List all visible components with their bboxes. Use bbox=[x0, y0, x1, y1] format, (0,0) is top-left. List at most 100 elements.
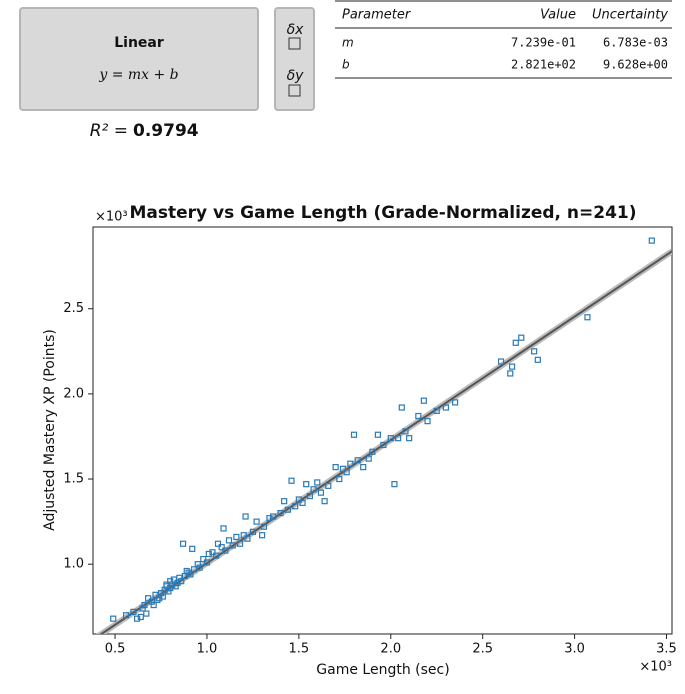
data-point bbox=[531, 348, 538, 355]
data-point bbox=[203, 559, 211, 566]
x-tick-label: 1.5 bbox=[289, 642, 310, 657]
data-point bbox=[141, 601, 148, 609]
data-point bbox=[534, 356, 541, 363]
data-point bbox=[143, 610, 150, 617]
data-point bbox=[260, 523, 268, 530]
x-tick-label: 1.0 bbox=[197, 642, 218, 657]
data-point bbox=[134, 615, 141, 622]
table-cell: 2.821e+02 bbox=[511, 58, 576, 72]
data-point bbox=[222, 547, 229, 554]
data-point bbox=[299, 499, 306, 506]
data-point bbox=[220, 525, 227, 532]
data-point bbox=[266, 515, 273, 522]
chart-title: Mastery vs Game Length (Grade-Normalized… bbox=[129, 203, 636, 223]
data-point bbox=[196, 564, 203, 571]
x-tick-label: 2.0 bbox=[380, 642, 401, 657]
data-point bbox=[209, 549, 216, 556]
y-tick-label: 2.5 bbox=[63, 301, 84, 316]
data-point bbox=[387, 435, 394, 442]
data-point bbox=[369, 448, 376, 455]
data-point bbox=[205, 550, 212, 558]
table-cell: 7.239e-01 bbox=[511, 36, 576, 50]
x-tick-label: 2.5 bbox=[472, 642, 493, 657]
data-point bbox=[150, 601, 157, 609]
data-point bbox=[512, 339, 519, 346]
data-point bbox=[332, 464, 339, 471]
data-point bbox=[253, 518, 260, 525]
data-point bbox=[122, 612, 130, 619]
data-point bbox=[179, 540, 187, 547]
data-point bbox=[130, 608, 137, 615]
data-point bbox=[233, 533, 240, 541]
data-point bbox=[154, 596, 161, 604]
data-point bbox=[281, 498, 288, 505]
data-point bbox=[242, 513, 249, 520]
data-point bbox=[402, 428, 409, 435]
data-point bbox=[185, 569, 192, 576]
data-point bbox=[229, 542, 236, 549]
data-point bbox=[406, 435, 413, 442]
table-cell: 9.628e+00 bbox=[603, 58, 668, 72]
y-tick-label: 1.5 bbox=[63, 472, 84, 487]
data-point bbox=[314, 479, 321, 486]
model-name: Linear bbox=[114, 35, 164, 51]
plot-area bbox=[95, 237, 672, 634]
data-point bbox=[159, 593, 166, 600]
checkbox[interactable] bbox=[288, 37, 301, 50]
data-point bbox=[360, 464, 367, 471]
x-tick-label: 3.5 bbox=[656, 642, 677, 657]
checkbox[interactable] bbox=[288, 84, 301, 97]
data-point bbox=[240, 532, 247, 539]
data-point bbox=[354, 457, 361, 464]
data-point bbox=[183, 567, 190, 575]
model-formula: y = mx + b bbox=[98, 67, 178, 83]
parameter-table: Parameter Value Uncertainty m 7.239e-01 6.783… bbox=[342, 8, 668, 72]
table-header: Uncertainty bbox=[592, 8, 668, 23]
data-point bbox=[145, 595, 152, 602]
data-point bbox=[395, 435, 402, 442]
data-point bbox=[306, 492, 313, 500]
data-point bbox=[137, 613, 144, 621]
data-point bbox=[139, 605, 146, 612]
y-axis-label: Adjusted Mastery XP (Points) bbox=[42, 329, 58, 531]
data-point bbox=[325, 482, 332, 489]
data-point bbox=[187, 571, 194, 578]
data-point bbox=[178, 578, 185, 585]
data-point bbox=[303, 481, 310, 488]
data-point bbox=[200, 555, 207, 563]
data-point bbox=[317, 489, 325, 496]
data-point bbox=[365, 455, 372, 462]
data-point bbox=[157, 590, 165, 597]
data-point bbox=[244, 535, 251, 542]
data-point bbox=[172, 583, 179, 590]
table-header: Parameter bbox=[342, 8, 412, 23]
data-point bbox=[292, 503, 299, 510]
data-point bbox=[249, 528, 257, 535]
r2-value: 0.9794 bbox=[133, 121, 199, 141]
data-point bbox=[295, 496, 302, 503]
y-tick-label: 1.0 bbox=[63, 557, 84, 572]
table-cell: b bbox=[342, 58, 350, 72]
data-point bbox=[648, 237, 655, 244]
data-point bbox=[189, 545, 196, 552]
data-point bbox=[391, 481, 398, 488]
data-point bbox=[218, 544, 225, 551]
data-point bbox=[339, 465, 347, 472]
model-button[interactable] bbox=[19, 7, 259, 111]
x-axis-label: Game Length (sec) bbox=[316, 662, 449, 678]
y-tick-label: 2.0 bbox=[63, 386, 84, 401]
data-point bbox=[350, 431, 358, 438]
data-point bbox=[508, 363, 516, 370]
data-point bbox=[167, 578, 174, 585]
x-tick-label: 3.0 bbox=[564, 642, 585, 657]
data-point bbox=[374, 431, 382, 438]
data-point bbox=[442, 404, 450, 411]
x-tick-label: 0.5 bbox=[105, 642, 126, 657]
error-toggles[interactable] bbox=[274, 7, 315, 111]
table-cell: 6.783e-03 bbox=[603, 36, 668, 50]
data-point bbox=[277, 509, 284, 517]
data-point bbox=[424, 418, 431, 425]
data-point bbox=[110, 615, 117, 622]
data-point bbox=[236, 540, 244, 547]
